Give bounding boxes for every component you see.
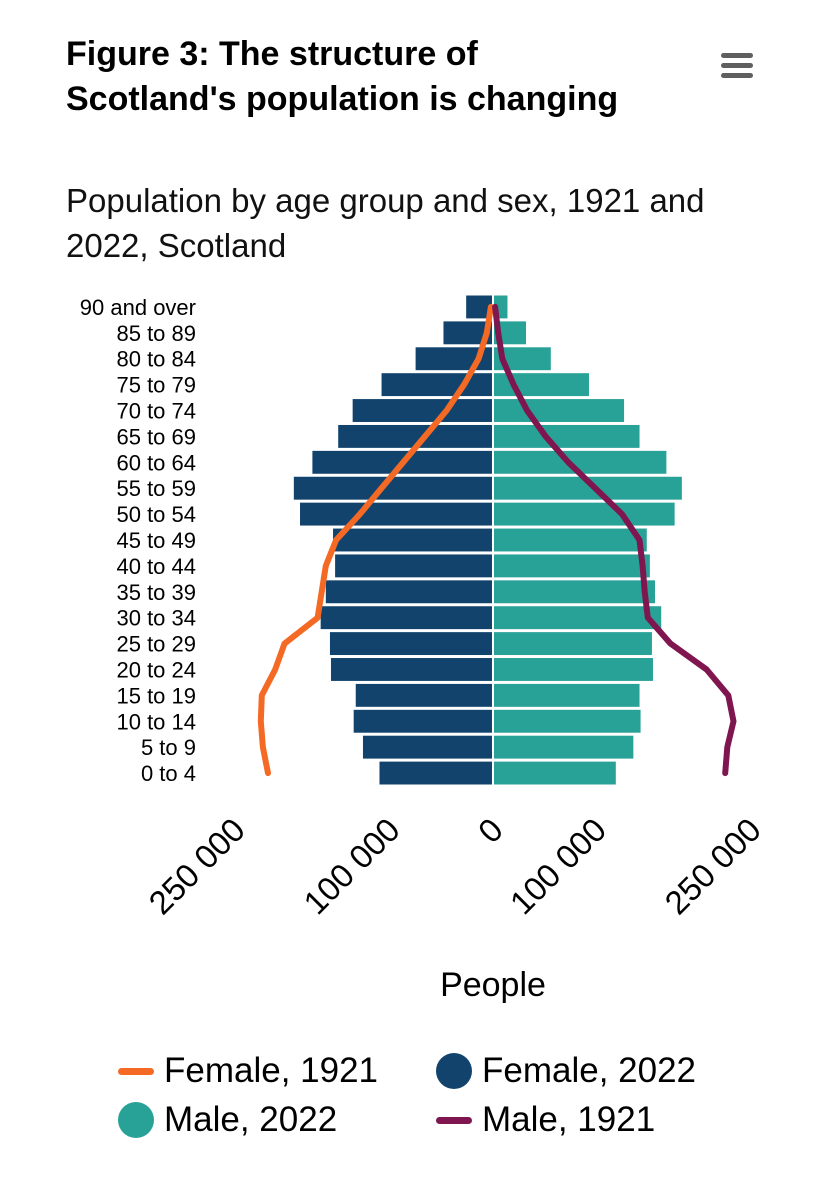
- bar-male-2022-35-to-39: [493, 580, 656, 604]
- age-label: 80 to 84: [116, 347, 196, 372]
- age-label: 90 and over: [80, 295, 196, 320]
- bar-female-2022-70-to-74: [352, 399, 493, 422]
- lines-layer: [257, 303, 737, 777]
- bar-female-2022-90-and-over: [466, 295, 493, 319]
- bar-female-2022-65-to-69: [338, 424, 493, 448]
- bar-male-2022-55-to-59: [493, 476, 682, 500]
- legend-symbol: [118, 1068, 154, 1075]
- x-tick-label: 250 000: [657, 811, 768, 922]
- bar-female-2022-10-to-14: [353, 709, 493, 733]
- age-label: 10 to 14: [116, 709, 196, 734]
- x-tick-label: 100 000: [503, 811, 614, 922]
- age-label: 0 to 4: [141, 761, 196, 786]
- age-label: 40 to 44: [116, 554, 196, 579]
- legend-label: Male, 2022: [164, 1100, 338, 1139]
- age-label: 15 to 19: [116, 683, 196, 708]
- bar-male-2022-10-to-14: [493, 709, 641, 733]
- legend-symbol: [118, 1102, 154, 1138]
- bar-male-2022-30-to-34: [493, 606, 662, 630]
- age-label: 30 to 34: [116, 606, 196, 631]
- age-label: 35 to 39: [116, 580, 196, 605]
- age-label: 60 to 64: [116, 450, 196, 475]
- age-label: 85 to 89: [116, 321, 196, 346]
- bar-female-2022-30-to-34: [320, 606, 493, 630]
- age-label: 65 to 69: [116, 424, 196, 449]
- chart-subtitle: Population by age group and sex, 1921 an…: [66, 182, 705, 264]
- bar-female-2022-40-to-44: [335, 554, 493, 578]
- bar-male-2022-65-to-69: [493, 424, 640, 448]
- x-tick-label: 250 000: [141, 811, 252, 922]
- age-label: 45 to 49: [116, 528, 196, 553]
- legend-symbol: [436, 1053, 472, 1089]
- bar-male-2022-25-to-29: [493, 632, 652, 656]
- bar-male-2022-50-to-54: [493, 502, 675, 526]
- legend-symbol: [436, 1117, 472, 1124]
- bar-female-2022-25-to-29: [329, 632, 493, 656]
- age-label: 70 to 74: [116, 399, 196, 424]
- line-male-1921: [492, 303, 737, 777]
- bar-female-2022-55-to-59: [293, 476, 493, 500]
- age-label: 5 to 9: [141, 735, 196, 760]
- bar-male-2022-40-to-44: [493, 554, 650, 578]
- x-tick-label: 100 000: [296, 811, 407, 922]
- bar-female-2022-45-to-49: [333, 528, 493, 552]
- age-label: 55 to 59: [116, 476, 196, 501]
- age-label: 25 to 29: [116, 632, 196, 657]
- x-axis-label: People: [440, 966, 546, 1004]
- legend-label: Male, 1921: [482, 1100, 656, 1139]
- bar-female-2022-15-to-19: [355, 683, 493, 707]
- bar-female-2022-5-to-9: [362, 735, 493, 759]
- age-label: 20 to 24: [116, 657, 196, 682]
- hamburger-menu-icon[interactable]: [716, 46, 758, 86]
- bar-male-2022-0-to-4: [493, 761, 616, 785]
- bar-male-2022-15-to-19: [493, 683, 640, 707]
- bar-female-2022-20-to-24: [330, 658, 493, 681]
- bar-male-2022-60-to-64: [493, 450, 667, 474]
- bar-female-2022-0-to-4: [379, 761, 493, 785]
- legend-label: Female, 2022: [482, 1051, 697, 1090]
- legend-label: Female, 1921: [164, 1051, 379, 1090]
- bar-female-2022-35-to-39: [325, 580, 493, 604]
- x-tick-label: 0: [471, 811, 510, 850]
- chart-title: Figure 3: The structure of Scotland's po…: [66, 35, 619, 118]
- age-label: 75 to 79: [116, 373, 196, 398]
- line-female-1921: [257, 303, 494, 777]
- bar-male-2022-5-to-9: [493, 735, 634, 759]
- bar-male-2022-20-to-24: [493, 658, 653, 681]
- bars-layer: [293, 294, 682, 786]
- bar-male-2022-70-to-74: [493, 399, 625, 422]
- bar-female-2022-75-to-79: [381, 373, 493, 397]
- bar-male-2022-45-to-49: [493, 528, 647, 552]
- bar-female-2022-50-to-54: [300, 502, 493, 526]
- age-label: 50 to 54: [116, 502, 196, 527]
- bar-female-2022-85-to-89: [443, 321, 493, 345]
